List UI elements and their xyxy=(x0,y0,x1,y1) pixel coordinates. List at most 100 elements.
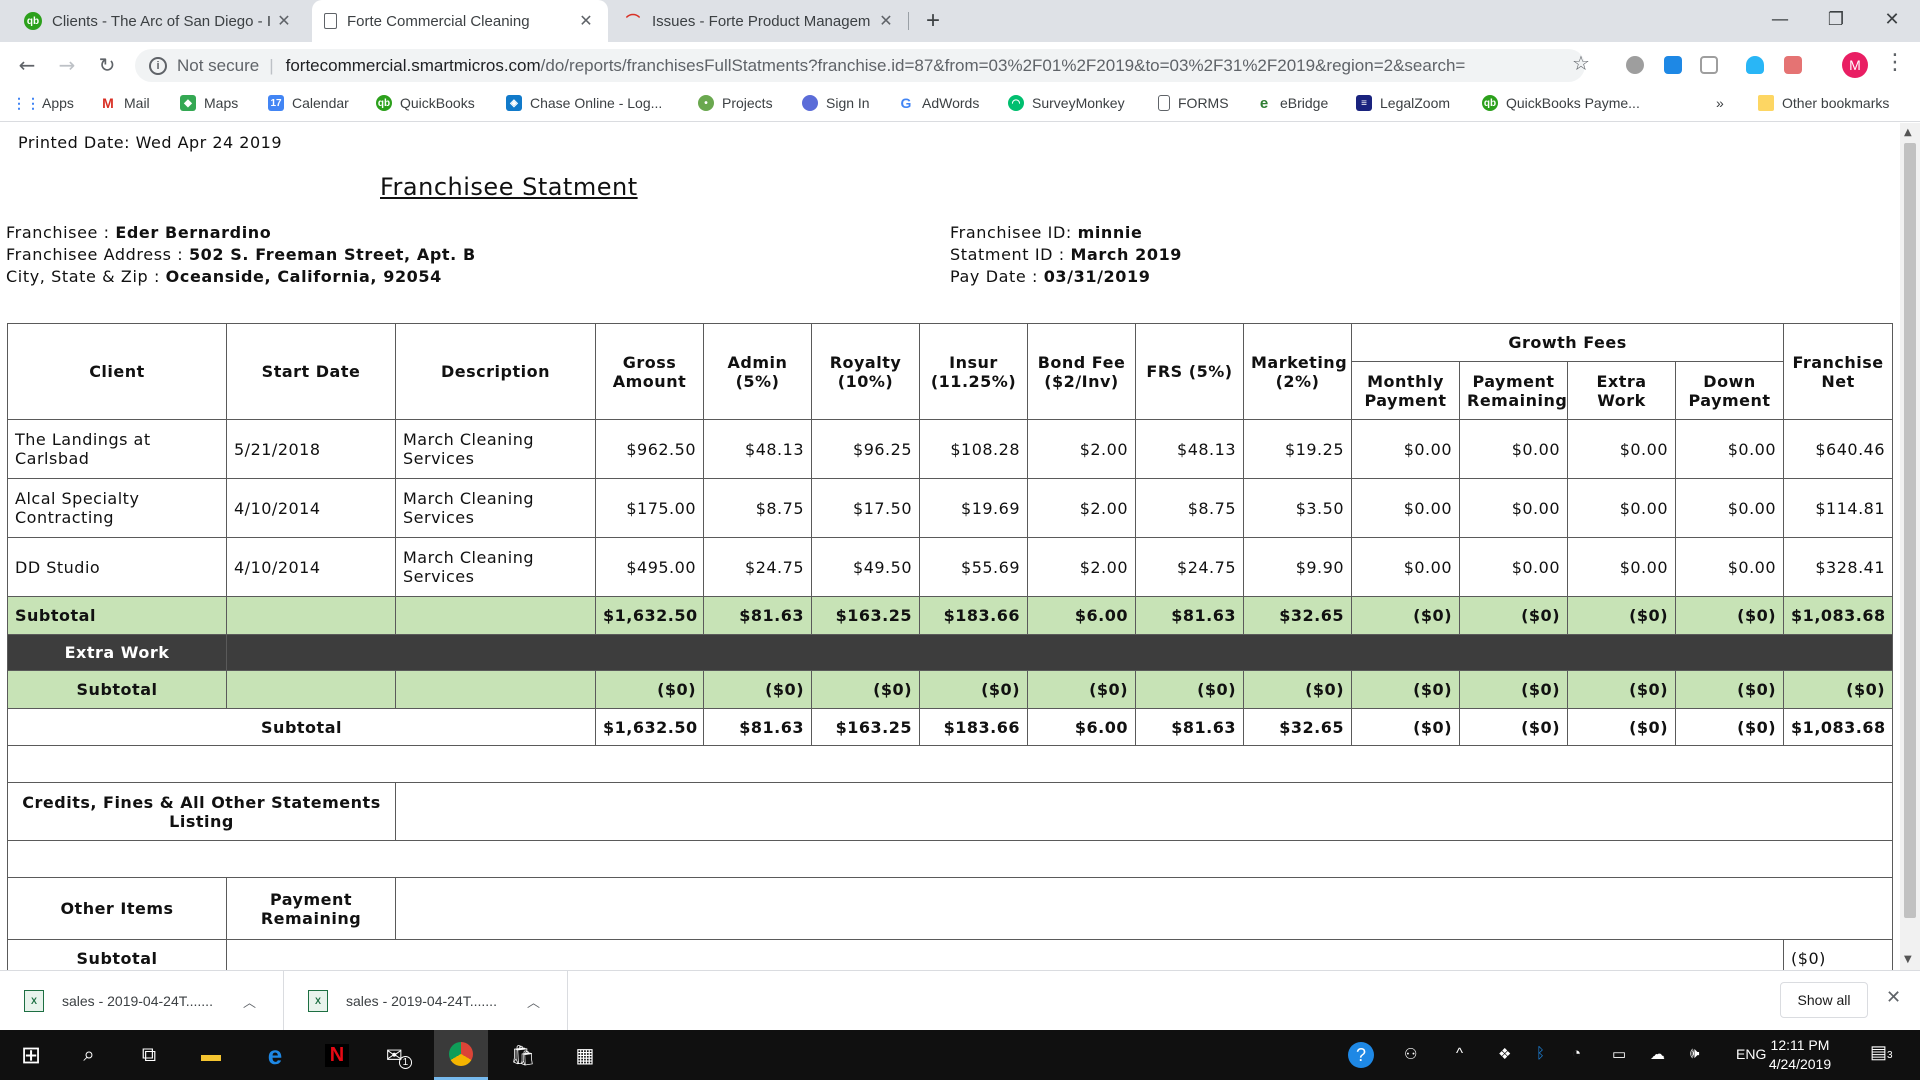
onedrive-icon[interactable] xyxy=(1746,56,1764,74)
tab-strip: qb Clients - The Arc of San Diego - I ✕ … xyxy=(0,0,1920,42)
calculator-icon[interactable]: ▦ xyxy=(575,1044,595,1067)
bookmark-star-icon[interactable]: ☆ xyxy=(1572,51,1590,75)
bookmark-forms[interactable]: FORMS xyxy=(1158,95,1229,111)
subtotal-cell: ($0) xyxy=(1783,939,1894,970)
clock[interactable]: 12:11 PM 4/24/2019 xyxy=(1760,1036,1840,1074)
chevron-up-icon[interactable]: ︿ xyxy=(526,994,540,1010)
close-window-button[interactable]: ✕ xyxy=(1884,9,1900,30)
forward-arrow-icon[interactable]: → xyxy=(58,53,76,77)
amount-cell: $49.50 xyxy=(811,537,920,597)
new-tab-button[interactable]: + xyxy=(925,7,940,34)
address-bar[interactable]: i Not secure | fortecommercial.smartmicr… xyxy=(135,49,1585,82)
scroll-thumb[interactable] xyxy=(1904,143,1916,918)
subtotal-cell: ($0) xyxy=(1243,670,1352,709)
amount-cell: $48.13 xyxy=(1135,419,1244,479)
download-item[interactable]: X sales - 2019-04-24T....... ︿ xyxy=(284,971,568,1031)
bookmark-label: LegalZoom xyxy=(1380,95,1451,111)
bookmark-projects[interactable]: • Projects xyxy=(698,95,773,111)
bookmark-surveymonkey[interactable]: ◠ SurveyMonkey xyxy=(1008,95,1125,111)
tab-forte[interactable]: Forte Commercial Cleaning ✕ xyxy=(312,0,608,42)
notification-center-icon[interactable]: ▤3 xyxy=(1870,1042,1893,1062)
subtotal-row: Subtotal $1,632.50 $81.63 $163.25 $183.6… xyxy=(7,596,1894,635)
vertical-scrollbar[interactable]: ▲ ▼ xyxy=(1900,123,1920,970)
windows-start-icon[interactable]: ⊞ xyxy=(20,1041,42,1069)
subtotal-cell: ($0) xyxy=(1027,670,1136,709)
bookmark-signin[interactable]: Sign In xyxy=(802,95,870,111)
chevron-up-icon[interactable]: ^ xyxy=(1456,1045,1464,1062)
info-label: Franchisee Address : xyxy=(6,245,189,264)
language-indicator[interactable]: ENG xyxy=(1736,1046,1767,1062)
bookmark-quickbooks[interactable]: qb QuickBooks xyxy=(376,95,475,111)
back-arrow-icon[interactable]: ← xyxy=(18,53,36,77)
netflix-icon[interactable]: N xyxy=(310,1030,364,1080)
amount-cell: $8.75 xyxy=(703,478,812,538)
scroll-up-icon[interactable]: ▲ xyxy=(1904,127,1912,138)
scroll-down-icon[interactable]: ▼ xyxy=(1904,954,1912,965)
extension-icon[interactable] xyxy=(1700,56,1718,74)
reload-icon[interactable]: ↻ xyxy=(98,53,116,77)
chevron-up-icon[interactable]: ︿ xyxy=(242,994,256,1010)
bookmarks-overflow-button[interactable]: » xyxy=(1716,95,1724,111)
amount-cell: $19.69 xyxy=(919,478,1028,538)
edge-icon[interactable]: e xyxy=(267,1039,283,1070)
wifi-icon[interactable]: ◔ xyxy=(1572,1045,1582,1062)
data-rows: The Landings at Carlsbad 5/21/2018 March C… xyxy=(7,419,1894,597)
subtotal-cell: $32.65 xyxy=(1243,596,1352,635)
col-header-start-date: Start Date xyxy=(226,323,396,420)
subtotal-cell: $1,083.68 xyxy=(1783,596,1894,635)
onedrive-icon[interactable]: ☁ xyxy=(1650,1046,1665,1063)
menu-icon[interactable]: ⋮ xyxy=(1884,50,1906,75)
subtotal-cell: ($0) xyxy=(1459,670,1568,709)
amount-cell: $0.00 xyxy=(1351,537,1460,597)
close-icon[interactable]: ✕ xyxy=(1886,987,1902,1007)
show-all-button[interactable]: Show all xyxy=(1780,982,1868,1018)
tab-issues[interactable]: ⌒ Issues - Forte Product Managem ✕ xyxy=(612,0,908,42)
bookmark-chase[interactable]: ◈ Chase Online - Log... xyxy=(506,95,662,111)
close-tab-icon[interactable]: ✕ xyxy=(879,13,893,30)
tab-clients[interactable]: qb Clients - The Arc of San Diego - I ✕ xyxy=(12,0,306,42)
subtotal-cell: ($0) xyxy=(811,670,920,709)
extra-work-label: Extra Work xyxy=(7,634,227,671)
search-icon[interactable]: ⌕ xyxy=(83,1043,95,1066)
amount-cell: $0.00 xyxy=(1674,478,1785,538)
maximize-button[interactable]: ❐ xyxy=(1827,9,1845,30)
info-value: Oceanside, California, 92054 xyxy=(165,267,442,286)
dropbox-icon[interactable]: ❖ xyxy=(1498,1046,1512,1063)
extension-icon[interactable] xyxy=(1664,56,1682,74)
url-domain: fortecommercial.smartmicros.com xyxy=(285,55,541,75)
file-explorer-icon[interactable]: ▬ xyxy=(201,1043,221,1066)
extension-icon[interactable] xyxy=(1626,56,1644,74)
minimize-button[interactable]: — xyxy=(1771,9,1789,30)
other-bookmarks[interactable]: Other bookmarks xyxy=(1758,95,1889,111)
info-label: Franchisee : xyxy=(6,223,116,242)
franchisee-name-line: Franchisee : Eder Bernardino xyxy=(6,222,476,244)
task-view-icon[interactable]: ⧉ xyxy=(141,1043,157,1066)
bookmark-calendar[interactable]: 17 Calendar xyxy=(268,95,349,111)
bookmark-ebridge[interactable]: e eBridge xyxy=(1256,95,1328,112)
mail-icon[interactable]: ✉ 1 xyxy=(372,1030,426,1080)
volume-icon[interactable]: 🕪 xyxy=(1690,1045,1700,1062)
bookmark-apps[interactable]: ⋮⋮ Apps xyxy=(12,95,74,112)
chrome-icon[interactable] xyxy=(434,1030,488,1080)
bookmark-label: Calendar xyxy=(292,95,349,111)
battery-icon[interactable]: ▭ xyxy=(1612,1046,1627,1063)
download-item[interactable]: X sales - 2019-04-24T....... ︿ xyxy=(0,971,284,1031)
bookmark-adwords[interactable]: G AdWords xyxy=(898,95,980,111)
pdf-icon[interactable] xyxy=(1784,56,1802,74)
store-icon[interactable]: 🛍 xyxy=(510,1044,536,1067)
help-icon[interactable]: ? xyxy=(1348,1042,1374,1068)
bookmark-quickbooks-payments[interactable]: qb QuickBooks Payme... xyxy=(1482,95,1640,111)
info-icon[interactable]: i xyxy=(149,56,167,75)
close-tab-icon[interactable]: ✕ xyxy=(277,13,291,30)
bookmark-mail[interactable]: M Mail xyxy=(100,95,150,111)
profile-avatar[interactable]: M xyxy=(1842,52,1868,78)
bookmark-label: FORMS xyxy=(1178,95,1229,111)
subtotal-cell: ($0) xyxy=(919,670,1028,709)
people-icon[interactable]: ⚇ xyxy=(1404,1046,1418,1063)
close-tab-icon[interactable]: ✕ xyxy=(579,13,593,30)
amount-cell: $0.00 xyxy=(1459,478,1568,538)
bookmark-legalzoom[interactable]: ≡ LegalZoom xyxy=(1356,95,1450,111)
bookmark-maps[interactable]: ◆ Maps xyxy=(180,95,238,111)
legalzoom-icon: ≡ xyxy=(1356,95,1372,111)
bluetooth-icon[interactable]: ᛒ xyxy=(1536,1045,1546,1062)
